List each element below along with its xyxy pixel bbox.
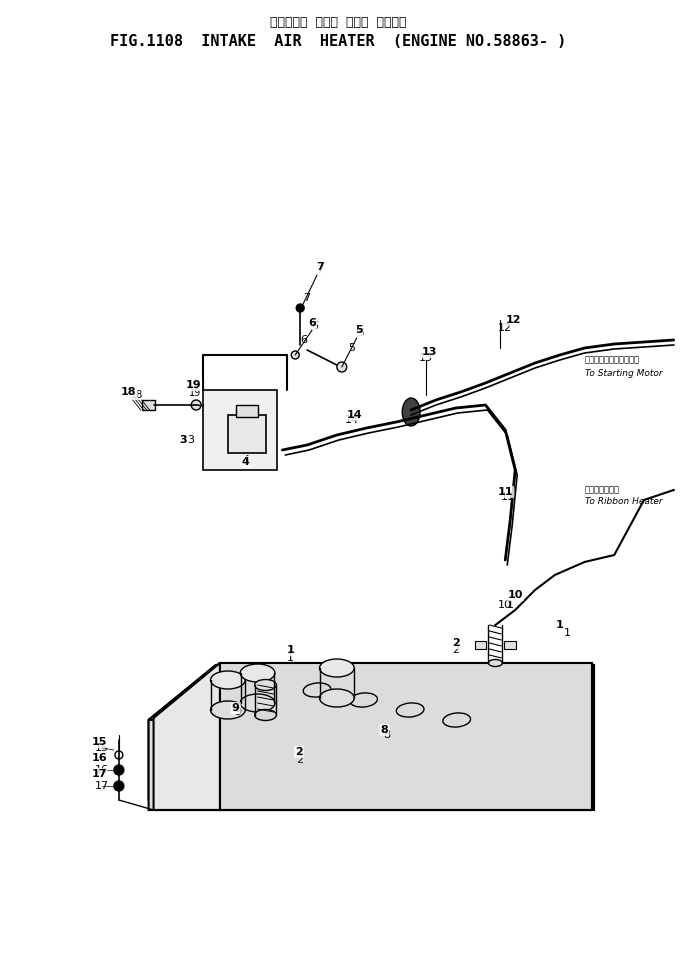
Text: 3: 3 bbox=[187, 435, 194, 445]
Text: 18: 18 bbox=[130, 390, 143, 400]
Polygon shape bbox=[216, 665, 595, 800]
Text: 11: 11 bbox=[498, 487, 513, 497]
Ellipse shape bbox=[488, 659, 503, 666]
Text: 9: 9 bbox=[234, 707, 241, 717]
Text: 5: 5 bbox=[349, 343, 355, 353]
Text: 1: 1 bbox=[287, 653, 294, 663]
Text: FIG.1108  INTAKE  AIR  HEATER  (ENGINE NO.58863- ): FIG.1108 INTAKE AIR HEATER (ENGINE NO.58… bbox=[110, 34, 566, 50]
Text: 1: 1 bbox=[286, 645, 294, 655]
Text: 9: 9 bbox=[232, 703, 240, 713]
Text: 12: 12 bbox=[505, 315, 521, 325]
Text: 7: 7 bbox=[316, 265, 323, 275]
Bar bbox=[228, 415, 265, 453]
Text: スターティングモータへ: スターティングモータへ bbox=[584, 356, 640, 364]
Text: 13: 13 bbox=[419, 353, 433, 363]
Text: 19: 19 bbox=[186, 380, 201, 390]
Circle shape bbox=[114, 781, 124, 791]
Ellipse shape bbox=[211, 701, 246, 719]
Polygon shape bbox=[153, 663, 593, 718]
Polygon shape bbox=[149, 665, 595, 720]
Text: 3: 3 bbox=[179, 435, 187, 445]
Text: 15: 15 bbox=[95, 743, 109, 753]
Circle shape bbox=[296, 304, 304, 312]
Text: インテーク  エアー  ヒータ  適用号機: インテーク エアー ヒータ 適用号機 bbox=[269, 16, 406, 28]
Polygon shape bbox=[149, 665, 595, 720]
Polygon shape bbox=[220, 663, 593, 810]
Text: 2: 2 bbox=[295, 755, 303, 765]
Text: 15: 15 bbox=[91, 737, 107, 747]
Polygon shape bbox=[149, 665, 216, 800]
Text: 4: 4 bbox=[242, 455, 249, 465]
Text: 17: 17 bbox=[91, 769, 107, 779]
Polygon shape bbox=[216, 665, 595, 810]
Text: 4: 4 bbox=[241, 457, 250, 467]
Ellipse shape bbox=[240, 694, 275, 712]
Ellipse shape bbox=[211, 671, 246, 689]
Text: 7: 7 bbox=[316, 262, 324, 272]
Circle shape bbox=[114, 765, 124, 775]
Polygon shape bbox=[203, 390, 278, 470]
Text: 5: 5 bbox=[357, 328, 364, 338]
Polygon shape bbox=[153, 663, 220, 810]
Text: 14: 14 bbox=[347, 410, 363, 420]
Circle shape bbox=[191, 400, 201, 410]
Text: 14: 14 bbox=[344, 415, 359, 425]
Text: 10: 10 bbox=[507, 590, 523, 600]
Ellipse shape bbox=[319, 689, 354, 707]
Ellipse shape bbox=[402, 398, 420, 426]
Polygon shape bbox=[149, 665, 216, 810]
Text: 18: 18 bbox=[121, 387, 136, 397]
Text: 2: 2 bbox=[452, 645, 459, 655]
Text: 5: 5 bbox=[355, 325, 362, 335]
Ellipse shape bbox=[240, 664, 275, 682]
Text: 16: 16 bbox=[95, 765, 109, 775]
Text: 12: 12 bbox=[499, 323, 512, 333]
Text: 1: 1 bbox=[507, 600, 514, 610]
Text: 11: 11 bbox=[501, 492, 515, 502]
Circle shape bbox=[291, 351, 299, 359]
Text: 13: 13 bbox=[421, 347, 436, 357]
Text: 2: 2 bbox=[452, 638, 460, 648]
Bar bbox=[475, 641, 486, 649]
Text: To Ribbon Heater: To Ribbon Heater bbox=[584, 498, 662, 506]
Text: 6: 6 bbox=[312, 321, 318, 331]
Text: 8: 8 bbox=[383, 730, 390, 740]
Bar bbox=[504, 641, 516, 649]
Text: 1: 1 bbox=[564, 628, 572, 638]
Text: 7: 7 bbox=[303, 293, 311, 303]
Text: 8: 8 bbox=[381, 725, 388, 735]
Circle shape bbox=[337, 362, 346, 372]
Text: 6: 6 bbox=[301, 335, 308, 345]
Text: To Starting Motor: To Starting Motor bbox=[584, 368, 662, 378]
Text: 6: 6 bbox=[308, 318, 316, 328]
Text: 1: 1 bbox=[556, 620, 563, 630]
Text: 19: 19 bbox=[189, 388, 201, 398]
Text: 17: 17 bbox=[95, 781, 109, 791]
Ellipse shape bbox=[254, 709, 276, 721]
Text: 16: 16 bbox=[91, 753, 107, 763]
Bar bbox=[142, 400, 155, 410]
Ellipse shape bbox=[319, 659, 354, 677]
Text: 2: 2 bbox=[295, 747, 303, 757]
Text: リボンヒータへ: リボンヒータへ bbox=[584, 485, 619, 495]
Ellipse shape bbox=[254, 680, 276, 691]
Bar bbox=[236, 405, 258, 417]
Text: 10: 10 bbox=[499, 600, 512, 610]
